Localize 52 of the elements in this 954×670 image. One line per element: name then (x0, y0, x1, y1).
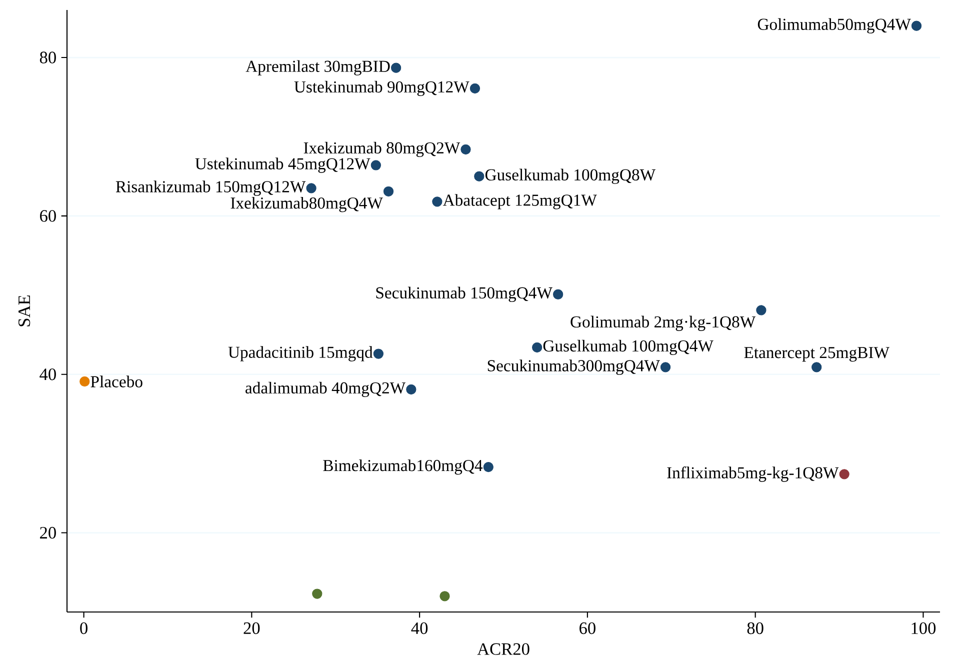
series-label: Etanercept 25mgBIW (744, 346, 890, 362)
series-label: Upadacitinib 15mgqd (228, 346, 373, 362)
series-label: Ixekizumab 80mgQ2W (304, 142, 460, 157)
point (406, 384, 416, 394)
y-tick-label: 20 (40, 526, 56, 539)
y-tick-label: 40 (40, 368, 56, 380)
point (812, 362, 822, 372)
point (390, 62, 402, 73)
y-tick-label: 60 (40, 210, 56, 222)
series-label: Golimumab50mgQ4W (758, 18, 911, 34)
y-axis-title: SAE (18, 295, 30, 326)
x-tick-label: 60 (580, 622, 596, 634)
point (660, 362, 671, 372)
point (483, 462, 494, 472)
series-label: Placebo (90, 376, 142, 388)
x-tick-label: 40 (411, 622, 428, 634)
series-label: Bimekizumab160mgQ4 (323, 459, 483, 475)
point (312, 588, 322, 599)
series-label: Golimumab 2mg·kg-1Q8W (570, 316, 756, 331)
point (552, 289, 564, 300)
y-tick-label: 80 (40, 52, 56, 64)
series-label: Guselkumab 100mgQ4W (543, 340, 714, 356)
point (470, 83, 480, 94)
point (370, 160, 381, 170)
series-label: Ixekizumab80mgQ4W (230, 196, 383, 212)
x-axis-title: ACR20 (477, 643, 530, 655)
x-tick-label: 80 (747, 622, 764, 634)
series-label: Ustekinumab 90mgQ12W (294, 80, 470, 96)
x-tick-label: 20 (244, 622, 260, 634)
series-label: Abatacept 125mgQ1W (442, 194, 597, 210)
point (440, 591, 450, 602)
point (373, 348, 384, 359)
point (474, 171, 484, 182)
point (911, 20, 922, 31)
x-tick-label: 0 (80, 622, 88, 634)
point (532, 342, 542, 352)
point (460, 144, 471, 154)
series-label: Ustekinumab 45mgQ12W (195, 158, 370, 173)
point (756, 305, 766, 316)
point (432, 196, 442, 207)
point (383, 186, 394, 196)
series-label: Apremilast 30mgBID (246, 60, 390, 76)
series-label: Infliximab5mg-kg-1Q8W (667, 466, 839, 482)
series-label: Guselkumab 100mgQ8W (485, 168, 656, 184)
point (80, 376, 90, 387)
x-tick-label: 100 (912, 622, 936, 634)
series-label: Secukinumab300mgQ4W (488, 360, 660, 375)
point (306, 183, 316, 194)
series-label: adalimumab 40mgQ2W (246, 382, 406, 397)
point (839, 469, 850, 480)
series-label: Risankizumab 150mgQ12W (116, 180, 306, 196)
series-label: Secukinumab 150mgQ4W (376, 286, 552, 302)
